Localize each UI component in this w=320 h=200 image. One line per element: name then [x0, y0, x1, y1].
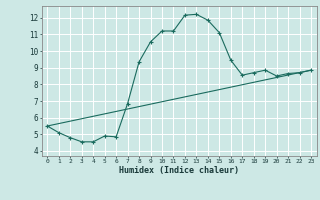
X-axis label: Humidex (Indice chaleur): Humidex (Indice chaleur)	[119, 166, 239, 175]
